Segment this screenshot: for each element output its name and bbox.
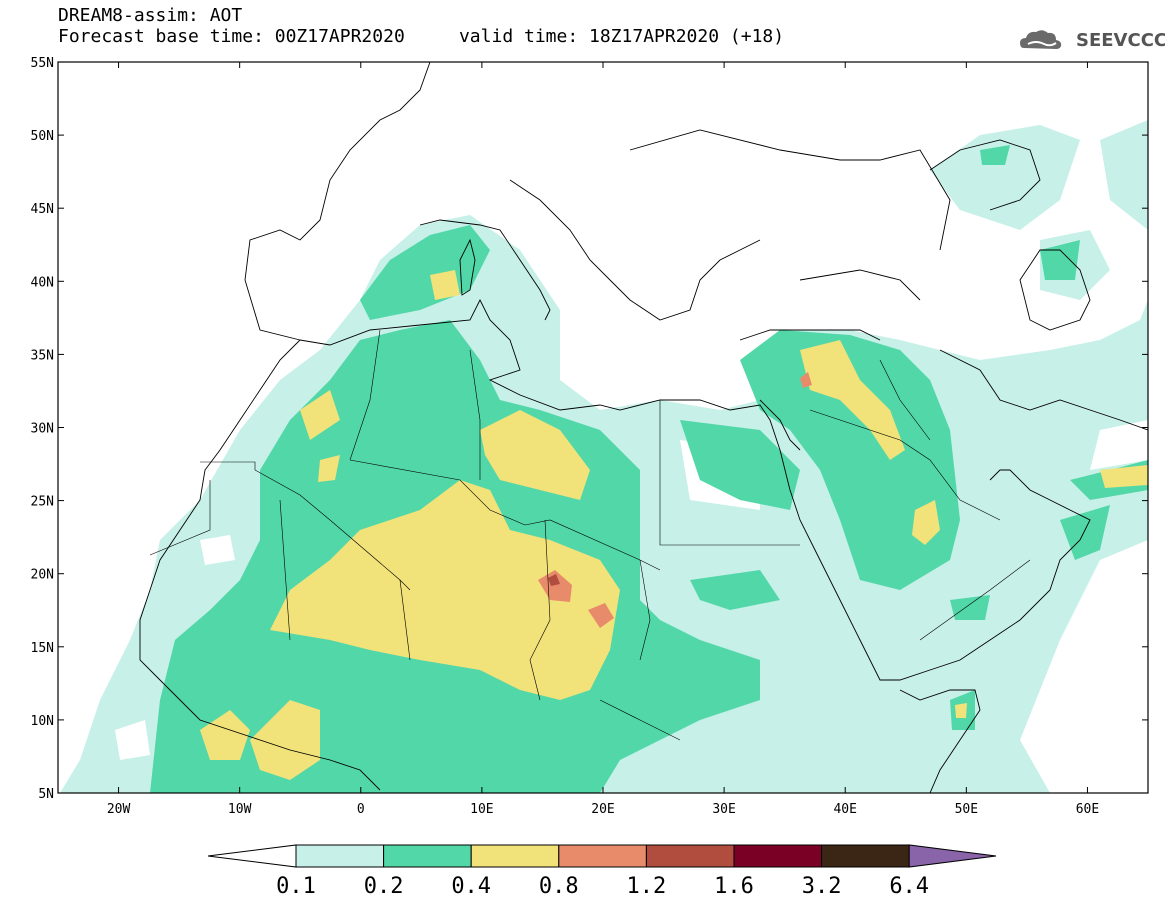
colorbar-label: 3.2 xyxy=(802,874,842,899)
colorbar-left-arrow xyxy=(207,844,297,868)
lat-tick-label: 5N xyxy=(38,787,54,802)
base-time: Forecast base time: 00Z17APR2020 xyxy=(58,26,405,47)
colorbar: 0.1 0.2 0.4 0.8 1.2 1.6 3.2 6.4 xyxy=(207,844,997,899)
map-title: DREAM8-assim: AOT xyxy=(58,5,243,26)
lat-tick-label: 35N xyxy=(31,348,54,363)
colorbar-segment xyxy=(558,844,647,868)
colorbar-segment xyxy=(383,844,472,868)
longitude-axis: 20W 10W 0 10E 20E 30E 40E 50E 60E xyxy=(107,62,1099,817)
colorbar-label: 0.2 xyxy=(364,874,404,899)
lat-tick-label: 30N xyxy=(31,422,54,437)
colorbar-segment xyxy=(645,844,735,868)
lat-tick-label: 50N xyxy=(31,129,54,144)
lon-tick-label: 40E xyxy=(833,802,856,817)
coastlines xyxy=(139,62,1148,793)
lat-tick-label: 40N xyxy=(31,275,54,290)
lat-tick-label: 15N xyxy=(31,641,54,656)
colorbar-segment xyxy=(733,844,823,868)
country-borders xyxy=(149,329,1031,741)
lat-tick-label: 55N xyxy=(31,56,54,71)
latitude-axis: 55N 50N 45N 40N 35N 30N 25N 20N 15N 10N 5N xyxy=(31,56,1148,802)
logo-text: SEEVCCC xyxy=(1076,30,1165,51)
aot-level-0-4 xyxy=(200,270,1148,780)
colorbar-label: 0.4 xyxy=(451,874,491,899)
colorbar-label: 0.1 xyxy=(276,874,316,899)
cloud-logo-icon xyxy=(1020,30,1062,49)
lat-tick-label: 10N xyxy=(31,714,54,729)
aot-fields xyxy=(60,120,1148,793)
colorbar-segment xyxy=(470,844,560,868)
lon-tick-label: 0 xyxy=(357,802,365,817)
aot-level-0-8 xyxy=(538,372,812,628)
lon-tick-label: 60E xyxy=(1076,802,1099,817)
lat-tick-label: 20N xyxy=(31,568,54,583)
colorbar-label: 6.4 xyxy=(889,874,929,899)
lat-tick-label: 25N xyxy=(31,495,54,510)
colorbar-segment xyxy=(295,844,385,868)
colorbar-right-arrow xyxy=(908,844,997,868)
colorbar-label: 0.8 xyxy=(539,874,579,899)
aot-level-1-2 xyxy=(548,574,560,586)
lon-tick-label: 20W xyxy=(107,802,131,817)
lon-tick-label: 50E xyxy=(955,802,978,817)
valid-time: valid time: 18Z17APR2020 (+18) xyxy=(458,26,785,47)
colorbar-label: 1.2 xyxy=(627,874,667,899)
lon-tick-label: 20E xyxy=(591,802,614,817)
lon-tick-label: 10E xyxy=(470,802,493,817)
time-info: Forecast base time: 00Z17APR2020 valid t… xyxy=(58,27,784,47)
lon-tick-label: 10W xyxy=(228,802,252,817)
colorbar-segment xyxy=(821,844,910,868)
colorbar-label: 1.6 xyxy=(714,874,754,899)
lon-tick-label: 30E xyxy=(712,802,735,817)
lat-tick-label: 45N xyxy=(31,202,54,217)
